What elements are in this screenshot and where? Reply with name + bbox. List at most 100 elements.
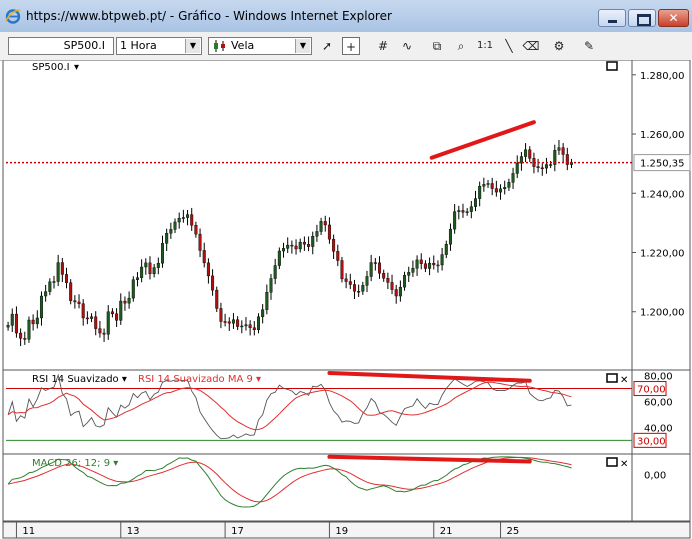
candle xyxy=(252,327,256,330)
chevron-down-icon[interactable]: ▼ xyxy=(185,39,200,53)
candle xyxy=(231,319,235,324)
candle xyxy=(419,259,423,264)
price-tick-label: 1.260,00 xyxy=(640,130,685,141)
candle xyxy=(119,300,123,321)
candle xyxy=(56,262,60,282)
candle xyxy=(499,188,503,193)
candle xyxy=(515,162,519,174)
candle xyxy=(102,332,106,335)
candle xyxy=(236,319,240,327)
indicator-icon[interactable]: ∿ xyxy=(401,39,413,53)
close-icon: ✕ xyxy=(668,11,679,25)
candle xyxy=(127,297,131,304)
candle xyxy=(290,244,294,247)
candle xyxy=(378,262,382,274)
close-button[interactable]: ✕ xyxy=(658,9,689,27)
candle xyxy=(186,214,190,218)
candle xyxy=(478,185,482,199)
candle xyxy=(277,250,281,266)
chart-svg[interactable]: 1.280,00 1.260,00 1.240,00 1.220,00 1.200,00… xyxy=(2,60,692,539)
crosshair-icon[interactable]: + xyxy=(342,37,360,55)
candle xyxy=(261,309,265,317)
candle xyxy=(156,262,160,268)
rsi-tick-label: 40,00 xyxy=(644,423,673,434)
candle xyxy=(336,251,340,261)
candle xyxy=(152,267,156,275)
candle xyxy=(69,282,73,301)
candle xyxy=(544,164,548,169)
candle xyxy=(135,277,139,280)
template-icon[interactable]: ⧉ xyxy=(432,39,442,53)
minimize-button[interactable] xyxy=(598,9,626,27)
candle xyxy=(85,317,89,320)
candle xyxy=(123,300,127,304)
candle xyxy=(436,264,440,267)
candle xyxy=(211,275,215,291)
chevron-down-icon[interactable]: ▼ xyxy=(295,39,310,53)
candle xyxy=(294,245,298,250)
symbol-input[interactable]: SP500.I xyxy=(8,37,114,55)
divergence-line-macd xyxy=(327,454,532,464)
candle xyxy=(327,224,331,240)
candle xyxy=(110,311,114,315)
candle xyxy=(48,281,52,292)
interval-select[interactable]: 1 Hora ▼ xyxy=(116,37,202,55)
maximize-button[interactable] xyxy=(628,9,656,27)
candle xyxy=(386,278,390,283)
rsi-series-label: RSI 14 Suavizado ▾ xyxy=(32,374,127,385)
candle xyxy=(115,313,119,321)
title-bar: https://www.btpweb.pt/ - Gráfico - Windo… xyxy=(0,0,692,33)
candle xyxy=(81,303,85,319)
candle xyxy=(106,311,110,335)
rsi-tick-label: 80,00 xyxy=(644,372,673,383)
candle xyxy=(490,183,494,189)
time-tick-label: 11 xyxy=(22,526,35,537)
candle xyxy=(177,217,181,223)
candle xyxy=(474,198,478,207)
candle xyxy=(248,324,252,328)
candle xyxy=(357,291,361,293)
candle xyxy=(361,285,365,292)
candle xyxy=(198,233,202,251)
candle xyxy=(73,300,77,303)
candle xyxy=(223,321,227,323)
pointer-icon[interactable]: ➚ xyxy=(321,39,333,53)
internet-explorer-icon xyxy=(5,9,21,24)
candle xyxy=(90,316,94,319)
time-axis xyxy=(2,521,691,539)
candle xyxy=(94,316,98,329)
candle xyxy=(31,319,35,325)
grid-icon[interactable]: # xyxy=(377,39,389,53)
divergence-line-price xyxy=(429,120,536,160)
candle xyxy=(227,321,231,324)
panel-menu-icon: ▾ xyxy=(74,62,79,73)
eraser-icon[interactable]: ⌫ xyxy=(522,39,540,53)
candle xyxy=(35,317,39,325)
rsi-line xyxy=(7,373,572,440)
candle xyxy=(240,325,244,328)
drawing-icon[interactable]: ✎ xyxy=(583,39,595,53)
candle xyxy=(286,244,290,249)
panel-close-icon: ✕ xyxy=(620,459,628,470)
candle xyxy=(369,262,373,277)
candle xyxy=(244,324,248,327)
candle xyxy=(453,211,457,230)
zoom-icon[interactable]: ⌕ xyxy=(457,39,465,53)
candle xyxy=(373,262,377,264)
rsi-ma-series-label: RSI 14 Suavizado MA 9 ▾ xyxy=(138,374,261,385)
candle xyxy=(265,291,269,310)
chart-type-select[interactable]: Vela ▼ xyxy=(208,37,312,55)
trendline-icon[interactable]: ╲ xyxy=(505,39,513,53)
minimize-icon xyxy=(608,20,617,23)
settings-icon[interactable]: ⚙ xyxy=(553,39,565,53)
candle xyxy=(298,241,302,250)
panel-maximize-icon xyxy=(606,373,618,383)
candle xyxy=(411,267,415,273)
maximize-icon xyxy=(637,14,651,26)
scale-icon[interactable]: 1:1 xyxy=(476,40,494,51)
candlestick-icon xyxy=(214,40,225,52)
candle xyxy=(398,286,402,297)
candle xyxy=(444,244,448,255)
candle xyxy=(44,291,48,297)
chart-area[interactable]: 1.280,00 1.260,00 1.240,00 1.220,00 1.200,00… xyxy=(2,60,692,539)
